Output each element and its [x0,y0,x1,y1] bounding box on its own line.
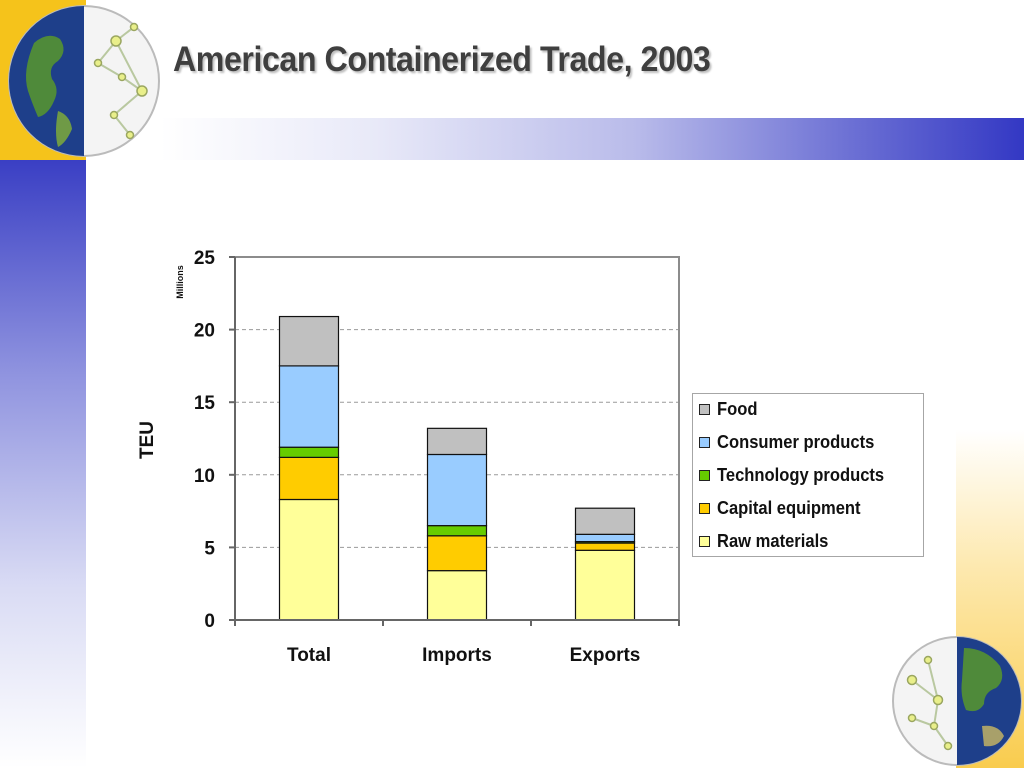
legend-item: Consumer products [699,431,888,453]
legend-item: Food [699,398,761,420]
legend-label: Technology products [717,464,885,485]
y-tick-label: 0 [204,611,215,632]
bar-segment [426,525,488,537]
y-unit-label: Millions [175,265,185,299]
legend-label: Food [717,398,758,419]
legend-swatch [699,436,710,448]
legend-label: Capital equipment [717,497,861,518]
x-tick-label: Imports [422,645,492,666]
bar-segment [574,549,636,621]
globe-network-icon [8,5,160,157]
legend-item: Raw materials [699,530,838,552]
y-axis-label: TEU [137,421,158,459]
bar-segment [574,507,636,535]
bar-segment [426,535,488,572]
bar-segment [574,542,636,551]
title-gradient-bar [160,118,1024,160]
bar-segment [278,365,340,448]
bar-segment [426,570,488,621]
y-tick-label: 20 [194,321,215,342]
x-tick-label: Total [287,645,331,666]
bar-segment [574,533,636,543]
legend-swatch [699,502,710,514]
y-tick-label: 10 [194,466,215,487]
legend-item: Capital equipment [699,497,873,519]
x-tick-label: Exports [570,645,641,666]
y-tick-label: 5 [204,538,215,559]
bar-segment [278,446,340,458]
legend-label: Raw materials [717,530,829,551]
legend-label: Consumer products [717,431,875,452]
legend-swatch [699,403,710,415]
chart-legend: Food Consumer products Technology products… [692,393,924,557]
bar-segment [426,453,488,527]
bar-segment [278,456,340,501]
bar-segment [278,498,340,621]
legend-swatch [699,535,710,547]
legend-swatch [699,469,710,481]
legend-item: Technology products [699,464,899,486]
slide-title: American Containerized Trade, 2003 [173,40,711,79]
globe-network-icon [892,636,1022,766]
y-tick-label: 15 [194,393,216,414]
bar-segment [278,315,340,367]
bar-segment [426,427,488,456]
y-tick-label: 25 [194,248,216,269]
left-gradient-band [0,160,86,768]
